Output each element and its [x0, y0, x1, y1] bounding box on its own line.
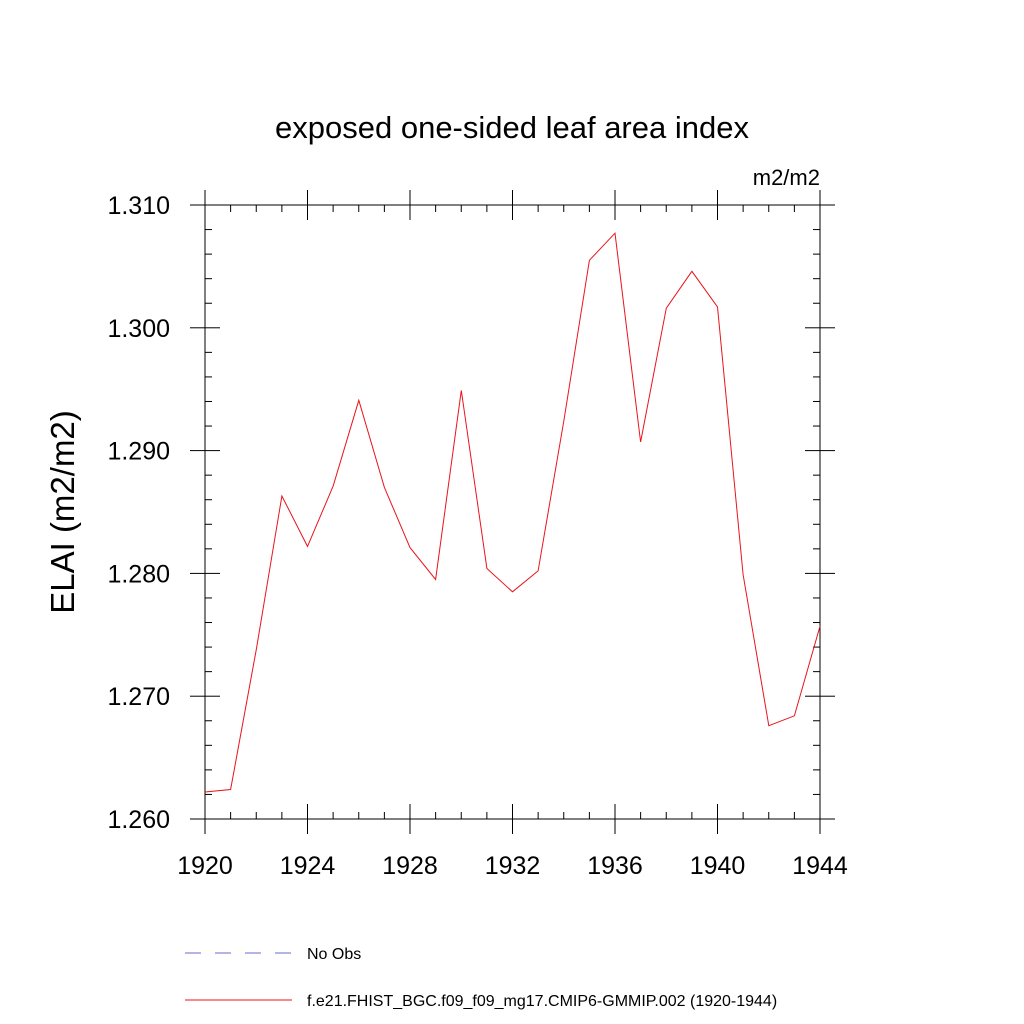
x-tick-label: 1936	[587, 852, 643, 880]
y-tick-labels: 1.260 1.270 1.280 1.290 1.300 1.310	[107, 192, 170, 834]
x-tick-label: 1924	[280, 852, 336, 880]
y-tick-label: 1.310	[107, 192, 170, 220]
x-tick-label: 1940	[690, 852, 746, 880]
axis-ticks	[190, 190, 835, 834]
x-tick-label: 1944	[792, 852, 848, 880]
chart-title: exposed one-sided leaf area index	[275, 110, 749, 145]
plot-frame	[204, 204, 821, 820]
x-tick-labels: 1920 1924 1928 1932 1936 1940 1944	[177, 852, 848, 880]
x-tick-label: 1928	[382, 852, 438, 880]
legend-label: f.e21.FHIST_BGC.f09_f09_mg17.CMIP6-GMMIP…	[307, 993, 777, 1010]
x-tick-label: 1932	[485, 852, 541, 880]
series-group	[204, 232, 821, 793]
y-tick-label: 1.270	[107, 683, 170, 711]
y-tick-label: 1.280	[107, 560, 170, 588]
y-tick-label: 1.300	[107, 315, 170, 343]
x-tick-label: 1920	[177, 852, 233, 880]
y-axis-label: ELAI (m2/m2)	[44, 410, 81, 614]
series-line	[204, 232, 821, 793]
y-tick-label: 1.290	[107, 438, 170, 466]
legend: No Obs f.e21.FHIST_BGC.f09_f09_mg17.CMIP6…	[185, 946, 777, 1010]
units-label: m2/m2	[753, 165, 820, 190]
y-tick-label: 1.260	[107, 806, 170, 834]
legend-label: No Obs	[307, 946, 361, 963]
